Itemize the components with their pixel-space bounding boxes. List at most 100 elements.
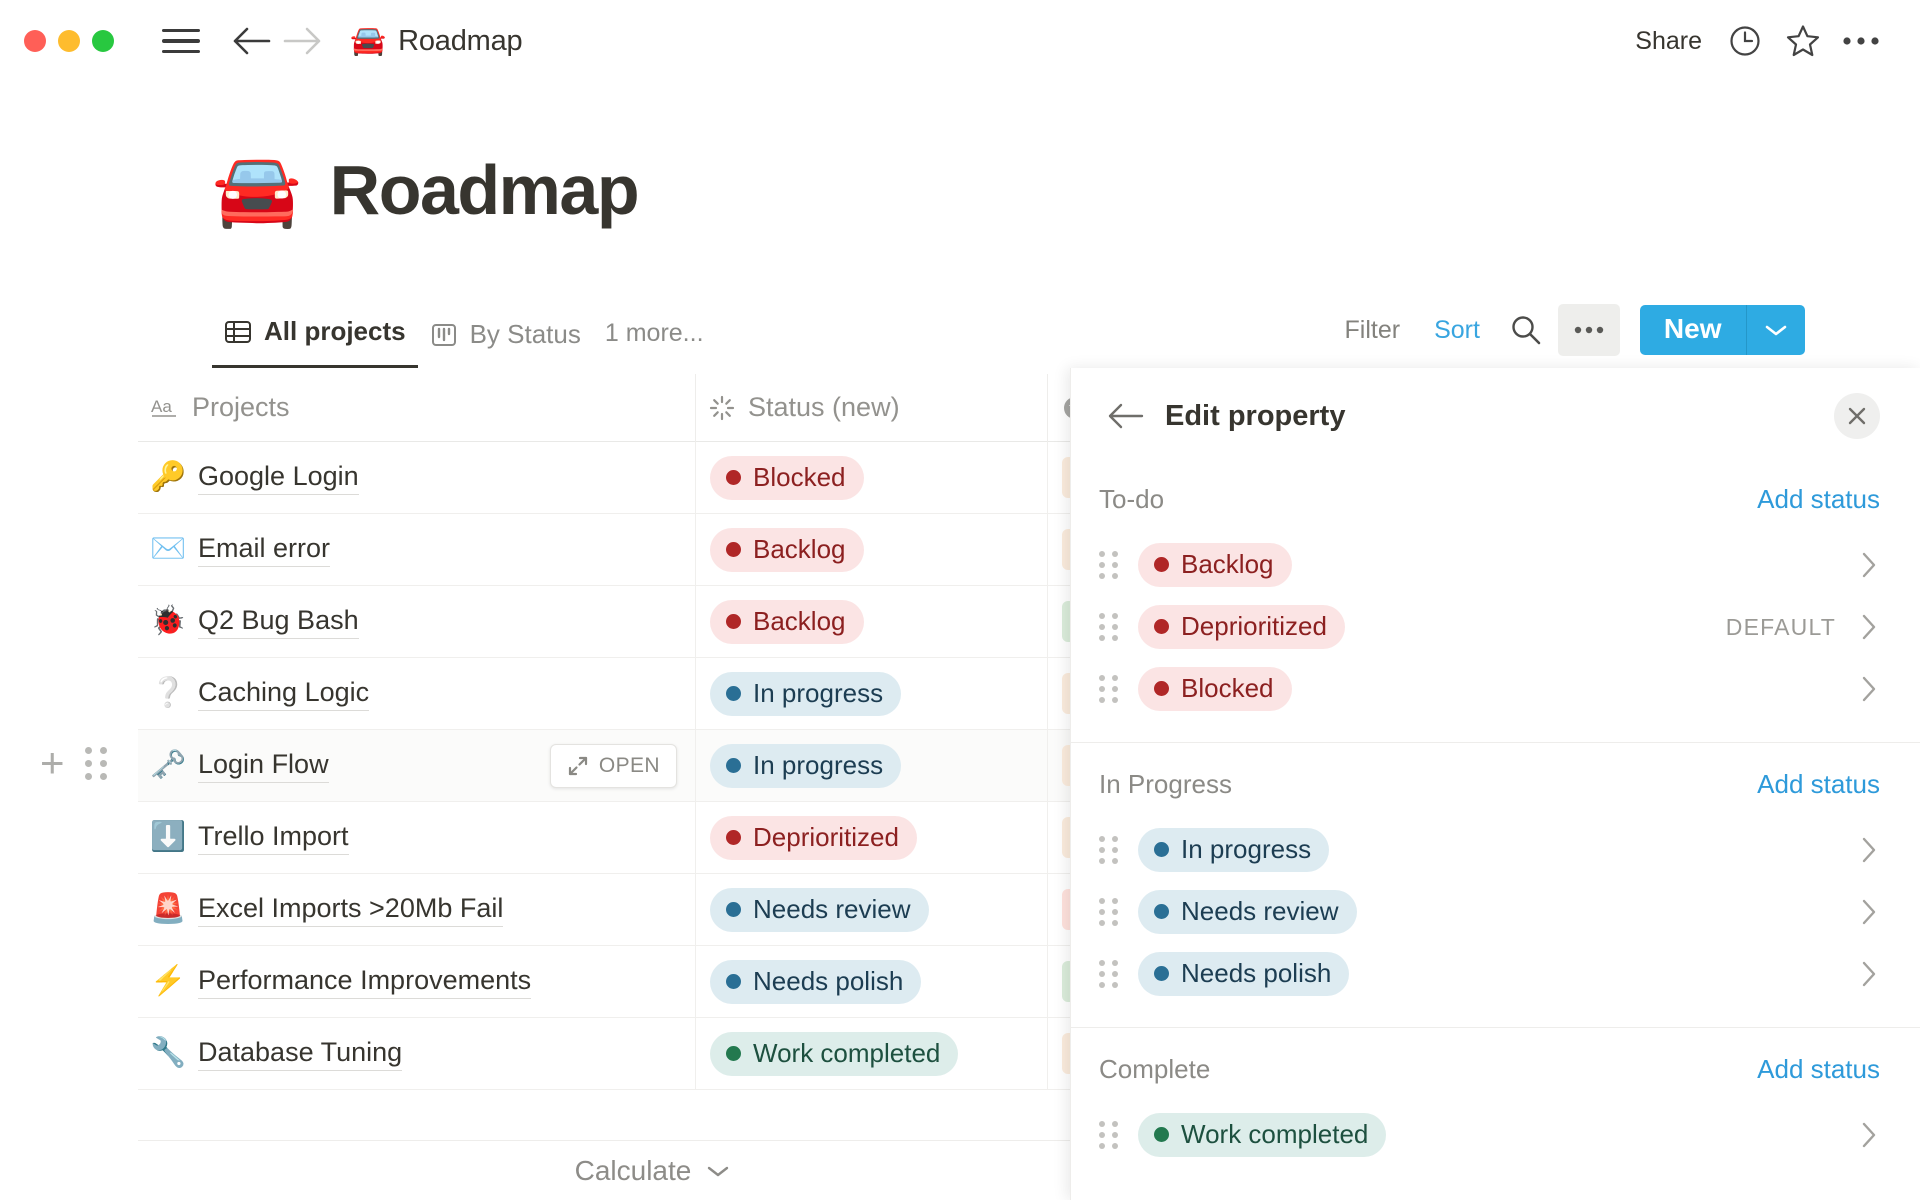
more-horizontal-icon[interactable] bbox=[1832, 17, 1890, 65]
cell-status[interactable]: Backlog bbox=[696, 513, 1048, 586]
filter-button[interactable]: Filter bbox=[1344, 315, 1401, 344]
status-badge[interactable]: In progress bbox=[710, 743, 902, 788]
status-option-row[interactable]: Needs polish bbox=[1099, 943, 1880, 1005]
forward-arrow-icon[interactable] bbox=[282, 20, 324, 62]
calculate-bar[interactable]: Calculate bbox=[138, 1140, 1168, 1200]
new-dropdown-chevron-down-icon[interactable] bbox=[1747, 305, 1805, 355]
row-title[interactable]: Google Login bbox=[198, 461, 359, 495]
add-status-button[interactable]: Add status bbox=[1757, 768, 1880, 799]
status-option-row[interactable]: Work completed bbox=[1099, 1104, 1880, 1166]
chevron-right-icon[interactable] bbox=[1858, 672, 1880, 706]
cell-project[interactable]: ❔ Caching Logic bbox=[138, 657, 696, 730]
chevron-right-icon[interactable] bbox=[1858, 1118, 1880, 1152]
status-badge[interactable]: Deprioritized bbox=[710, 815, 917, 860]
new-button[interactable]: New bbox=[1639, 305, 1746, 355]
cell-project[interactable]: 🗝️ Login Flow OPEN bbox=[138, 729, 696, 802]
cell-status[interactable]: Needs polish bbox=[696, 945, 1048, 1018]
cell-status[interactable]: Work completed bbox=[696, 1017, 1048, 1090]
panel-back-arrow-icon[interactable] bbox=[1099, 389, 1153, 443]
status-badge[interactable]: Backlog bbox=[710, 527, 864, 572]
status-badge[interactable]: Backlog bbox=[710, 599, 864, 644]
chevron-right-icon[interactable] bbox=[1858, 833, 1880, 867]
row-title[interactable]: Excel Imports >20Mb Fail bbox=[198, 893, 504, 927]
star-icon[interactable] bbox=[1774, 17, 1832, 65]
sort-button[interactable]: Sort bbox=[1434, 315, 1480, 344]
status-badge[interactable]: Needs polish bbox=[710, 959, 922, 1004]
cell-project[interactable]: ⚡ Performance Improvements bbox=[138, 945, 696, 1018]
status-option-badge[interactable]: In progress bbox=[1138, 828, 1330, 872]
status-drag-handle-icon[interactable] bbox=[1099, 1121, 1118, 1149]
chevron-right-icon[interactable] bbox=[1858, 895, 1880, 929]
add-row-icon[interactable]: + bbox=[40, 739, 65, 786]
status-option-row[interactable]: In progress bbox=[1099, 819, 1880, 881]
status-option-row[interactable]: Backlog bbox=[1099, 534, 1880, 596]
status-drag-handle-icon[interactable] bbox=[1099, 836, 1118, 864]
status-option-badge[interactable]: Needs polish bbox=[1138, 952, 1350, 996]
search-icon[interactable] bbox=[1500, 306, 1552, 354]
history-clock-icon[interactable] bbox=[1716, 17, 1774, 65]
tab-more-views[interactable]: 1 more... bbox=[593, 311, 716, 368]
back-arrow-icon[interactable] bbox=[230, 20, 272, 62]
status-badge[interactable]: Work completed bbox=[710, 1031, 959, 1076]
status-option-badge[interactable]: Work completed bbox=[1138, 1113, 1387, 1157]
row-title[interactable]: Login Flow bbox=[198, 749, 329, 783]
status-drag-handle-icon[interactable] bbox=[1099, 898, 1118, 926]
add-status-button[interactable]: Add status bbox=[1757, 483, 1880, 514]
add-status-button[interactable]: Add status bbox=[1757, 1053, 1880, 1084]
tab-by-status[interactable]: By Status bbox=[418, 311, 593, 368]
status-drag-handle-icon[interactable] bbox=[1099, 960, 1118, 988]
page-icon-emoji[interactable]: 🚘 bbox=[212, 150, 302, 230]
status-option-row[interactable]: Needs review bbox=[1099, 881, 1880, 943]
status-drag-handle-icon[interactable] bbox=[1099, 613, 1118, 641]
column-header-status[interactable]: Status (new) bbox=[696, 373, 1048, 442]
cell-status[interactable]: In progress bbox=[696, 657, 1048, 730]
cell-status[interactable]: Deprioritized bbox=[696, 801, 1048, 874]
view-options-more-icon[interactable] bbox=[1557, 304, 1620, 356]
cell-project[interactable]: ✉️ Email error bbox=[138, 513, 696, 586]
status-option-badge[interactable]: Needs review bbox=[1138, 890, 1357, 934]
column-header-projects[interactable]: Aa Projects bbox=[138, 373, 696, 442]
status-badge[interactable]: Needs review bbox=[710, 887, 929, 932]
status-option-badge[interactable]: Deprioritized bbox=[1138, 605, 1345, 649]
status-badge[interactable]: Blocked bbox=[710, 455, 864, 500]
row-title[interactable]: Performance Improvements bbox=[198, 965, 532, 999]
row-title[interactable]: Database Tuning bbox=[198, 1037, 403, 1071]
tab-all-projects[interactable]: All projects bbox=[212, 308, 418, 368]
chevron-right-icon[interactable] bbox=[1858, 957, 1880, 991]
close-icon[interactable] bbox=[1834, 393, 1880, 439]
table-row[interactable]: 🐞Q2 Bug BashBacklogE bbox=[138, 585, 1288, 658]
cell-status[interactable]: Backlog bbox=[696, 585, 1048, 658]
status-badge[interactable]: In progress bbox=[710, 671, 902, 716]
cell-status[interactable]: In progress bbox=[696, 729, 1048, 802]
window-minimize-button[interactable] bbox=[58, 30, 80, 52]
row-drag-handle-icon[interactable] bbox=[84, 746, 107, 780]
cell-status[interactable]: Needs review bbox=[696, 873, 1048, 946]
status-option-row[interactable]: Deprioritized DEFAULT bbox=[1099, 596, 1880, 658]
chevron-right-icon[interactable] bbox=[1858, 548, 1880, 582]
status-option-row[interactable]: Blocked bbox=[1099, 658, 1880, 720]
window-maximize-button[interactable] bbox=[92, 30, 114, 52]
row-title[interactable]: Email error bbox=[198, 533, 331, 567]
status-drag-handle-icon[interactable] bbox=[1099, 551, 1118, 579]
chevron-right-icon[interactable] bbox=[1858, 610, 1880, 644]
cell-project[interactable]: 🚨 Excel Imports >20Mb Fail bbox=[138, 873, 696, 946]
table-row[interactable]: ⬇️Trello ImportDeprioritizedT bbox=[138, 801, 1288, 874]
row-title[interactable]: Q2 Bug Bash bbox=[198, 605, 359, 639]
row-title[interactable]: Trello Import bbox=[198, 821, 349, 855]
open-row-button[interactable]: OPEN bbox=[549, 743, 677, 788]
cell-project[interactable]: 🔑 Google Login bbox=[138, 441, 696, 514]
status-option-badge[interactable]: Backlog bbox=[1138, 543, 1292, 587]
breadcrumb[interactable]: Roadmap bbox=[398, 24, 523, 57]
cell-project[interactable]: 🐞 Q2 Bug Bash bbox=[138, 585, 696, 658]
new-button-group[interactable]: New bbox=[1639, 305, 1805, 355]
window-close-button[interactable] bbox=[24, 30, 46, 52]
share-button[interactable]: Share bbox=[1635, 26, 1702, 55]
status-drag-handle-icon[interactable] bbox=[1099, 675, 1118, 703]
cell-status[interactable]: Blocked bbox=[696, 441, 1048, 514]
cell-project[interactable]: 🔧 Database Tuning bbox=[138, 1017, 696, 1090]
menu-icon[interactable] bbox=[162, 26, 200, 56]
status-option-badge[interactable]: Blocked bbox=[1138, 667, 1292, 711]
